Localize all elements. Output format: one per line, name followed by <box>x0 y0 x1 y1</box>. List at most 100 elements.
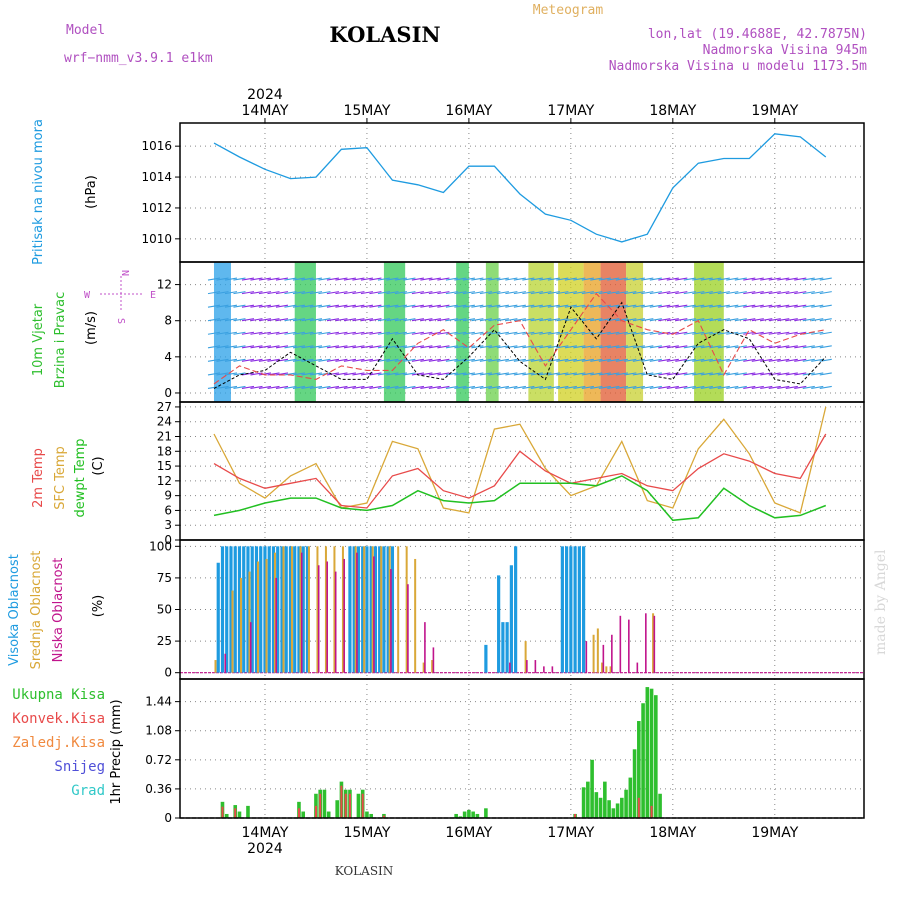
wind-band <box>294 262 316 402</box>
y-tick-label: 0.36 <box>145 782 172 796</box>
wind-barb <box>386 304 399 308</box>
cloud-bar <box>305 546 310 673</box>
temp-ylabel-2m: 2m Temp <box>31 448 46 508</box>
wind-barb <box>275 331 289 335</box>
wind-barb <box>233 318 246 322</box>
wind-barb <box>590 304 603 308</box>
wind-barb <box>241 385 255 389</box>
top-day-label: 14MAY <box>242 103 289 119</box>
wind-barb <box>751 291 764 295</box>
wind-barb <box>377 331 391 335</box>
wind-barb <box>479 345 492 349</box>
wind-barb <box>581 385 594 389</box>
cloud-bar <box>216 562 220 673</box>
y-tick-label: 9 <box>164 489 172 503</box>
cloud-bar <box>565 546 569 673</box>
credit-text: made by Angel <box>873 549 889 655</box>
cloud-bar <box>237 546 242 673</box>
wind-barb <box>743 318 756 322</box>
wind-barb <box>437 385 450 389</box>
wind-barb <box>437 291 450 295</box>
wind-barb <box>573 277 586 281</box>
wind-barb <box>598 385 611 389</box>
wind-barb <box>564 318 577 322</box>
cloud-bar <box>484 644 488 673</box>
wind-barb <box>496 358 509 362</box>
wind-barb <box>505 385 518 389</box>
wind-barb <box>284 331 297 335</box>
bottom-year-label: 2024 <box>247 841 283 857</box>
precip-bar <box>649 688 654 818</box>
wind-barb <box>632 385 645 389</box>
precip-bar <box>637 721 641 818</box>
wind-barb <box>683 345 696 349</box>
wind-barb <box>641 277 654 281</box>
wind-barb <box>309 304 323 308</box>
wind-barb <box>233 372 246 376</box>
wind-barb <box>513 318 526 322</box>
wind-barb <box>734 318 747 322</box>
wind-barb <box>624 358 637 362</box>
wind-barb <box>581 372 594 376</box>
wind-barb <box>352 345 365 349</box>
wind-barb <box>700 277 713 281</box>
precip-bar <box>221 806 224 818</box>
wind-barb <box>216 277 229 281</box>
wind-barb <box>479 372 492 376</box>
wind-barb <box>607 291 620 295</box>
y-tick-label: 75 <box>157 571 172 585</box>
wind-barb <box>335 372 348 376</box>
precip-bar <box>611 808 616 818</box>
wind-barb <box>454 372 467 376</box>
model-elevation-text: Nadmorska Visina u modelu 1173.5m <box>609 59 867 74</box>
wind-barb <box>624 304 637 308</box>
wind-barb <box>675 277 688 281</box>
cloud-bar <box>365 546 369 673</box>
wind-barb <box>352 331 365 335</box>
wind-barb <box>216 304 229 308</box>
wind-barb <box>437 345 450 349</box>
wind-barb <box>615 291 628 295</box>
temp-ylabel-sfc: SFC Temp <box>53 446 68 510</box>
y-tick-label: 1.44 <box>145 695 172 709</box>
wind-barb <box>598 372 611 376</box>
wind-barb <box>224 372 238 376</box>
wind-barb <box>564 331 577 335</box>
wind-barb <box>428 318 441 322</box>
cloud-bar <box>334 571 337 673</box>
wind-barb <box>454 331 467 335</box>
wind-barb <box>802 291 815 295</box>
wind-barb <box>343 318 357 322</box>
wind-band <box>456 262 469 402</box>
wind-barb <box>309 331 323 335</box>
cloud-bar <box>275 577 278 673</box>
wind-barb <box>241 331 255 335</box>
wind-barb <box>471 331 484 335</box>
wind-barb <box>522 277 535 281</box>
wind-barb <box>811 331 824 335</box>
cloud-bar <box>293 546 297 673</box>
precip-bar <box>356 793 361 818</box>
wind-barb <box>309 385 323 389</box>
wind-barb <box>326 385 340 389</box>
cloud-bar <box>378 546 382 673</box>
wind-barb <box>309 372 323 376</box>
wind-barb <box>760 345 773 349</box>
precip-bar <box>594 792 599 818</box>
pressure-unit: (hPa) <box>84 175 99 209</box>
wind-barb <box>250 372 263 376</box>
wind-barb <box>488 277 501 281</box>
wind-barb <box>352 372 365 376</box>
wind-barb <box>581 277 594 281</box>
wind-barb <box>522 318 535 322</box>
wind-barb <box>216 345 229 349</box>
wind-barb <box>403 331 416 335</box>
wind-barb <box>224 318 238 322</box>
wind-barb <box>411 358 425 362</box>
cloud-bar <box>361 546 365 673</box>
cloud-bar <box>501 622 505 673</box>
wind-barb <box>352 358 365 362</box>
wind-barb <box>326 304 340 308</box>
precip-bar <box>224 813 229 818</box>
wind-barb <box>530 304 543 308</box>
